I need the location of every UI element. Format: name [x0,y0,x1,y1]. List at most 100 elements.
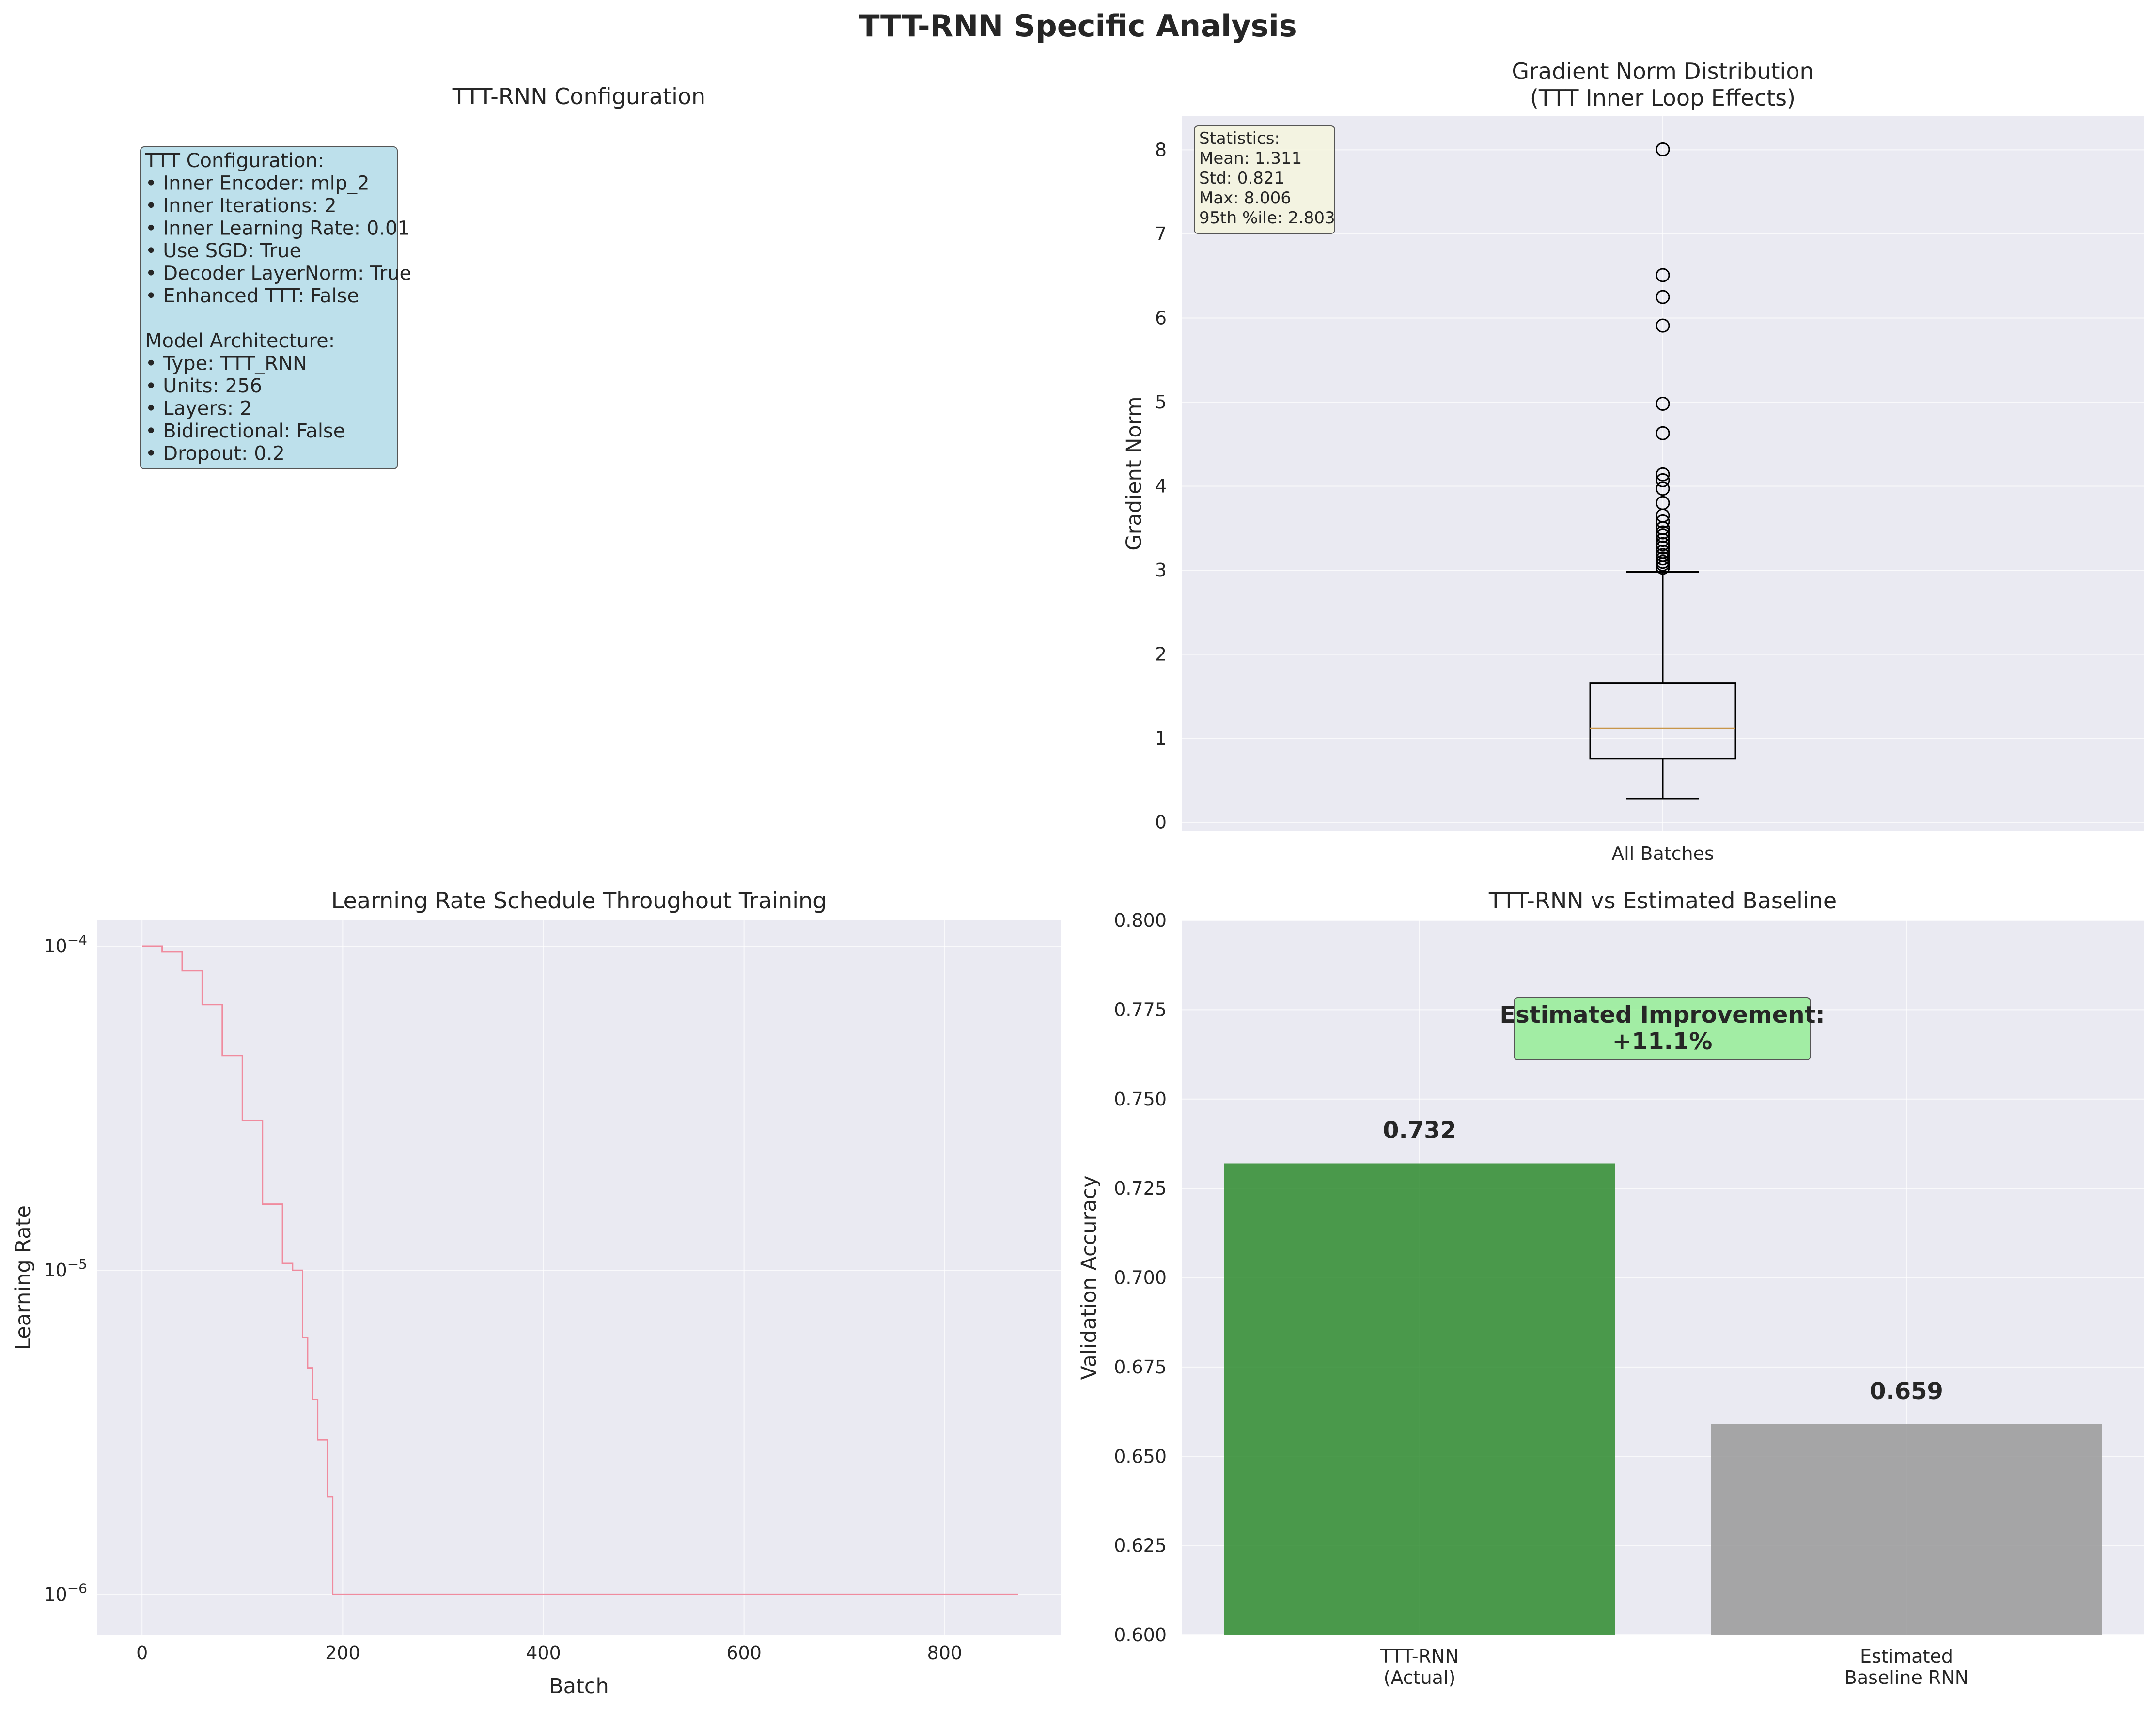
learning-rate-y-tick: 10−6 [44,1580,87,1605]
accuracy-value-label: 0.659 [1870,1378,1943,1405]
gradient-norm-box [1589,571,1736,800]
gradient-norm-outliers [1656,142,1670,575]
gradient-norm-x-tick: All Batches [1611,843,1714,864]
gradient-norm-y-tick: 6 [1155,307,1167,328]
improvement-box [1514,997,1811,1060]
improvement-line: +11.1% [1612,1028,1713,1055]
config-line: • Bidirectional: False [145,420,345,442]
accuracy-y-tick: 0.600 [1114,1624,1167,1646]
config-panel: TTT-RNN Configuration TTT Configuration:… [140,83,705,469]
statistics-box [1194,125,1335,234]
gradient-norm-y-tick: 8 [1155,139,1167,160]
learning-rate-y-label: Learning Rate [11,1205,35,1350]
learning-rate-title: Learning Rate Schedule Throughout Traini… [331,887,827,914]
gradient-norm-y-tick: 3 [1155,560,1167,581]
gradient-norm-y-tick: 1 [1155,728,1167,749]
accuracy-y-tick: 0.800 [1114,910,1167,931]
outlier-point [1656,540,1670,555]
outlier-point [1656,142,1670,156]
learning-rate-y-tick: 10−4 [44,932,87,957]
learning-rate-y-ticks: 10−6 10−5 10−4 [44,932,87,1605]
gradient-norm-y-tick: 5 [1155,391,1167,413]
accuracy-y-tick: 0.700 [1114,1267,1167,1289]
config-text-box [140,146,398,469]
accuracy-value-label: 0.732 [1383,1117,1456,1144]
outlier-point [1656,426,1670,440]
accuracy-x-tick: TTT-RNN [1380,1646,1459,1667]
config-line: Model Architecture: [145,330,335,352]
accuracy-y-tick: 0.625 [1114,1535,1167,1556]
accuracy-comparison-title: TTT-RNN vs Estimated Baseline [1488,887,1837,914]
accuracy-bars [1224,1163,2102,1635]
learning-rate-x-tick: 200 [325,1642,360,1664]
gradient-norm-panel: Gradient Norm Distribution(TTT Inner Loo… [1122,58,2144,864]
learning-rate-x-tick: 800 [927,1642,963,1664]
accuracy-y-label: Validation Accuracy [1077,1175,1101,1380]
gradient-norm-y-ticks: 0 1 2 3 4 5 6 7 8 [1155,139,1167,833]
accuracy-y-tick: 0.750 [1114,1089,1167,1110]
accuracy-y-tick: 0.650 [1114,1446,1167,1467]
config-line: • Inner Encoder: mlp_2 [145,172,370,195]
config-line: • Use SGD: True [145,240,301,262]
learning-rate-axes [97,920,1061,1635]
config-line: • Layers: 2 [145,398,252,420]
outlier-point [1656,545,1670,559]
config-line: • Units: 256 [145,375,262,397]
statistics-line: 95th %ile: 2.803 [1199,208,1335,228]
learning-rate-x-tick: 0 [136,1642,148,1664]
outlier-point [1656,537,1670,551]
outlier-point [1656,551,1670,566]
config-line: TTT Configuration: [145,150,324,172]
outlier-point [1656,467,1670,482]
outlier-point [1656,318,1670,333]
accuracy-x-tick: (Actual) [1384,1667,1456,1688]
accuracy-comparison-panel: TTT-RNN vs Estimated Baseline 0.600 0.625… [1077,887,2144,1688]
gradient-norm-y-tick: 7 [1155,223,1167,245]
outlier-point [1656,268,1670,282]
accuracy-y-tick: 0.675 [1114,1356,1167,1378]
outlier-point [1656,290,1670,304]
outlier-point [1656,533,1670,547]
gradient-norm-title-line: (TTT Inner Loop Effects) [1530,85,1796,111]
config-text-lines: TTT Configuration:• Inner Encoder: mlp_2… [145,150,411,465]
outlier-point [1656,496,1670,510]
statistics-line: Statistics: [1199,129,1280,148]
config-line: • Inner Learning Rate: 0.01 [145,218,410,240]
accuracy-bar [1224,1163,1615,1635]
learning-rate-x-tick: 600 [726,1642,762,1664]
outlier-point [1656,525,1670,540]
config-line: • Type: TTT_RNN [145,353,307,375]
learning-rate-panel: Learning Rate Schedule Throughout Traini… [11,887,1061,1698]
accuracy-value-labels: 0.732 0.659 [1383,1117,1943,1405]
statistics-line: Std: 0.821 [1199,169,1284,188]
learning-rate-line [142,945,1018,1595]
outlier-point [1656,482,1670,496]
learning-rate-x-tick: 400 [526,1642,561,1664]
outlier-point [1656,514,1670,529]
accuracy-y-tick: 0.775 [1114,999,1167,1020]
gradient-norm-title-line: Gradient Norm Distribution [1512,58,1813,84]
config-line: • Inner Iterations: 2 [145,195,337,217]
gradient-norm-y-tick: 4 [1155,476,1167,497]
figure-title: TTT-RNN Specific Analysis [859,8,1297,44]
interquartile-box [1589,682,1736,760]
learning-rate-x-ticks: 0 200 400 600 800 [136,1642,962,1664]
config-line: • Dropout: 0.2 [145,443,285,465]
learning-rate-y-tick: 10−5 [44,1256,87,1281]
outlier-point [1656,473,1670,487]
gradient-norm-y-label: Gradient Norm [1122,396,1146,550]
accuracy-bar [1711,1424,2102,1635]
outlier-point [1656,548,1670,562]
statistics-line: Max: 8.006 [1199,188,1291,208]
accuracy-x-tick: Baseline RNN [1844,1667,1969,1688]
accuracy-y-ticks: 0.600 0.625 0.650 0.675 0.700 0.725 0.750 0.775… [1114,910,1167,1646]
outlier-point [1656,555,1670,569]
improvement-line: Estimated Improvement: [1500,1001,1825,1028]
config-line: • Decoder LayerNorm: True [145,263,411,285]
gradient-norm-title: Gradient Norm Distribution(TTT Inner Loo… [1512,58,1813,111]
config-panel-title: TTT-RNN Configuration [452,83,705,109]
outlier-point [1656,396,1670,411]
